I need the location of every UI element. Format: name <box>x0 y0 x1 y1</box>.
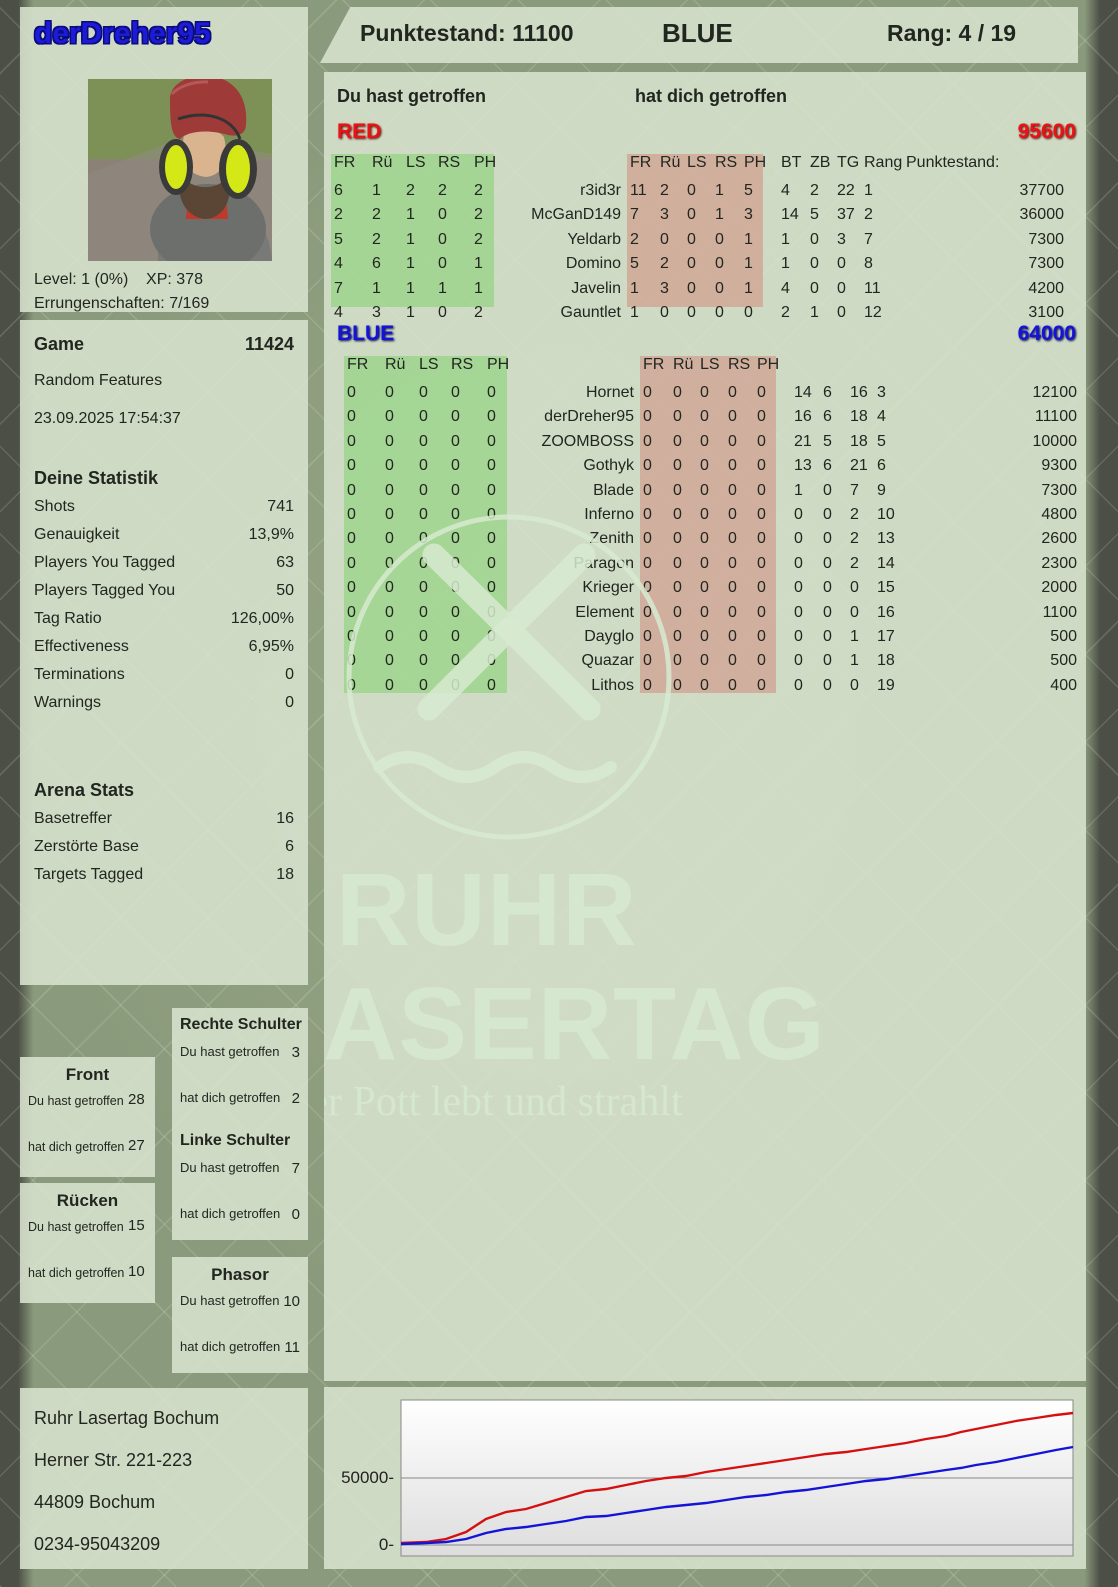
svg-text:0-: 0- <box>379 1535 394 1554</box>
svg-text:RUHR: RUHR <box>336 852 638 967</box>
svg-text:LASERTAG: LASERTAG <box>324 966 826 1081</box>
svg-text:50000-: 50000- <box>341 1468 394 1487</box>
svg-text:Der Pott lebt und strahlt: Der Pott lebt und strahlt <box>324 1079 683 1117</box>
